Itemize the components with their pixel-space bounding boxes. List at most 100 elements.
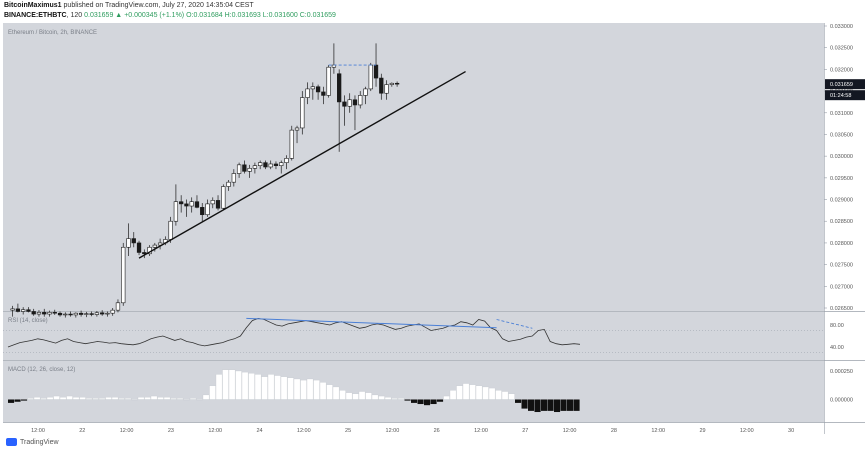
- macd-bar-positive: [79, 397, 86, 400]
- candle-up: [231, 173, 236, 183]
- macd-bar-negative: [430, 399, 437, 405]
- macd-bar-positive: [170, 398, 177, 400]
- price-tick-label: 0.032500: [830, 46, 853, 52]
- rsi-divergence-dashed-line: [496, 319, 533, 329]
- rsi-pane[interactable]: [3, 312, 824, 360]
- candle-down: [131, 238, 136, 244]
- macd-bar-negative: [404, 399, 411, 401]
- candle-up: [152, 244, 157, 248]
- macd-bar-positive: [111, 397, 119, 400]
- macd-bar-positive: [456, 385, 463, 400]
- published-text: published on TradingView.com, July 27, 2…: [63, 2, 254, 9]
- macd-bar-positive: [339, 390, 346, 400]
- candle-down: [26, 309, 31, 312]
- macd-bar-positive: [384, 397, 392, 400]
- candle-up: [63, 313, 68, 316]
- price-pane[interactable]: [3, 23, 824, 311]
- candle-up: [115, 302, 121, 311]
- rsi-tick-label: 80.00: [830, 323, 844, 329]
- macd-bar-positive: [378, 395, 385, 400]
- macd-bar-positive: [300, 379, 307, 400]
- macd-bar-positive: [254, 374, 262, 400]
- macd-bar-positive: [469, 384, 476, 400]
- candle-up: [252, 165, 258, 169]
- macd-bar-positive: [358, 391, 366, 400]
- rsi-divergence-line: [246, 317, 497, 329]
- macd-bar-negative: [528, 399, 535, 411]
- macd-bar-negative: [515, 399, 522, 403]
- candle-up: [126, 238, 131, 248]
- macd-bar-negative: [437, 399, 444, 402]
- candle-up: [168, 220, 173, 240]
- macd-bar-positive: [183, 399, 190, 401]
- candle-up: [347, 99, 352, 107]
- macd-bar-positive: [332, 386, 340, 400]
- macd-bar-positive: [508, 393, 515, 400]
- macd-bar-positive: [124, 398, 132, 400]
- candle-up: [205, 203, 210, 216]
- macd-bar-negative: [534, 399, 541, 413]
- change-arrow-icon: ▲: [115, 12, 123, 19]
- time-tick-label: 23: [168, 428, 174, 434]
- macd-bar-positive: [248, 373, 255, 400]
- price-tick-label: 0.033000: [830, 24, 853, 30]
- candle-down: [337, 73, 342, 103]
- candle-up: [221, 186, 226, 209]
- tradingview-logo-icon: [6, 438, 17, 446]
- candle-down: [263, 162, 268, 168]
- macd-bar-positive: [391, 398, 398, 400]
- macd-bar-negative: [424, 399, 431, 406]
- candle-up: [47, 312, 52, 315]
- macd-bar-positive: [144, 397, 151, 400]
- macd-tick-label: 0.000250: [830, 369, 853, 375]
- candle-down: [42, 312, 47, 315]
- macd-bar-negative: [573, 399, 580, 411]
- macd-bar-positive: [85, 398, 93, 400]
- candle-down: [200, 207, 205, 216]
- candle-down: [315, 86, 321, 93]
- macd-pane[interactable]: [3, 361, 824, 422]
- macd-tick-label: 0.000000: [830, 397, 853, 403]
- publish-info: BitcoinMaximus1 published on TradingView…: [4, 2, 254, 9]
- candle-up: [21, 309, 26, 312]
- candle-down: [194, 201, 200, 208]
- footer-brand[interactable]: TradingView: [6, 438, 59, 446]
- candle-up: [36, 312, 42, 315]
- last-price-marker: [825, 79, 865, 90]
- time-tick-label: 24: [256, 428, 262, 434]
- macd-bar-positive: [313, 379, 320, 400]
- candle-down: [15, 308, 21, 312]
- candle-down: [321, 91, 326, 96]
- macd-bar-negative: [547, 399, 554, 411]
- time-tick-label: 12:00: [474, 428, 488, 434]
- price-tick-label: 0.027000: [830, 284, 853, 290]
- candle-down: [273, 163, 279, 166]
- macd-bar-negative: [411, 399, 418, 403]
- candle-up: [105, 312, 110, 315]
- candle-up: [389, 82, 394, 85]
- price-tick-label: 0.030000: [830, 154, 853, 160]
- macd-bar-positive: [267, 374, 275, 400]
- macd-bar-positive: [475, 385, 483, 400]
- price-tick-label: 0.029000: [830, 198, 853, 204]
- macd-bar-positive: [157, 397, 164, 400]
- candle-up: [110, 309, 115, 314]
- price-tick-label: 0.029500: [830, 176, 853, 182]
- candle-up: [226, 181, 231, 187]
- price-tick-label: 0.032000: [830, 67, 853, 73]
- macd-bar-positive: [488, 387, 496, 400]
- rsi-label: RSI (14, close): [8, 318, 48, 324]
- macd-bar-positive: [462, 383, 470, 400]
- author-name[interactable]: BitcoinMaximus1: [4, 2, 62, 9]
- macd-bar-positive: [449, 390, 457, 400]
- candle-down: [242, 164, 247, 172]
- candle-up: [258, 162, 263, 166]
- macd-bar-positive: [280, 376, 288, 400]
- macd-bar-positive: [215, 374, 223, 400]
- candle-up: [157, 242, 163, 246]
- time-tick-label: 27: [522, 428, 528, 434]
- macd-bar-positive: [228, 369, 236, 400]
- time-tick-label: 12:00: [208, 428, 222, 434]
- macd-bar-positive: [443, 395, 450, 400]
